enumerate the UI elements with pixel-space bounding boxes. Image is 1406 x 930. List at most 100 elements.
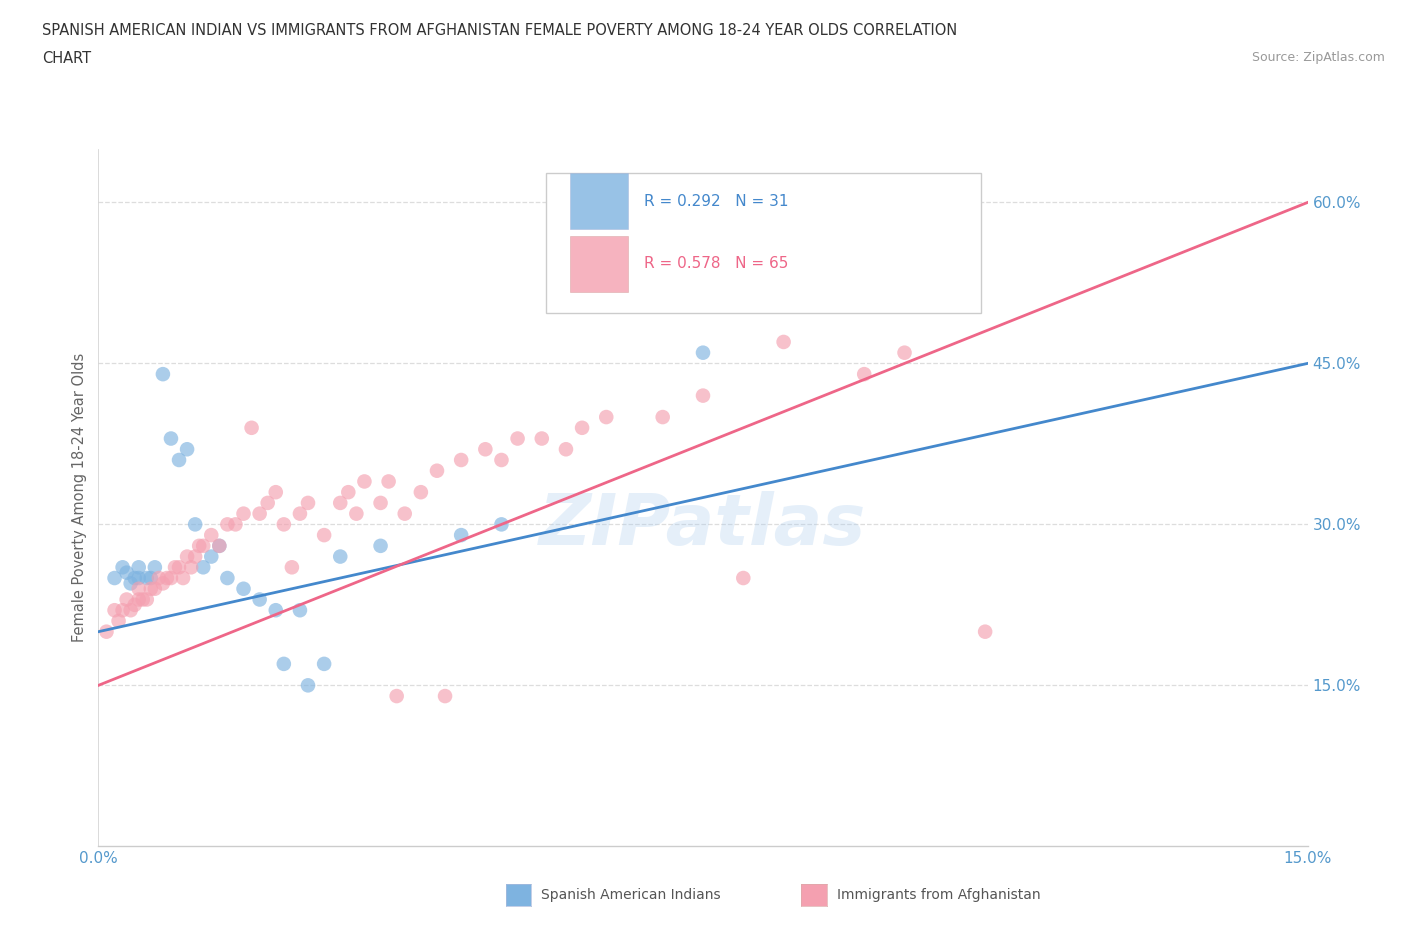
Point	[329, 549, 352, 564]
Point	[344, 506, 367, 521]
Point	[128, 581, 150, 596]
Point	[450, 527, 472, 542]
Point	[132, 592, 155, 607]
Point	[530, 432, 553, 446]
Point	[281, 560, 304, 575]
Point	[772, 335, 794, 350]
Point	[974, 624, 997, 639]
Point	[160, 571, 183, 586]
Text: R = 0.292   N = 31: R = 0.292 N = 31	[644, 193, 789, 208]
Point	[135, 592, 157, 607]
Text: Immigrants from Afghanistan: Immigrants from Afghanistan	[837, 887, 1040, 902]
FancyBboxPatch shape	[569, 236, 628, 292]
Text: CHART: CHART	[42, 51, 91, 66]
Y-axis label: Female Poverty Among 18-24 Year Olds: Female Poverty Among 18-24 Year Olds	[72, 352, 87, 643]
Text: ZIPatlas: ZIPatlas	[540, 491, 866, 560]
Point	[208, 538, 231, 553]
Point	[329, 496, 352, 511]
Point	[314, 657, 336, 671]
Point	[893, 345, 915, 360]
Point	[249, 592, 271, 607]
Point	[128, 571, 150, 586]
Point	[491, 517, 513, 532]
Point	[491, 453, 513, 468]
Point	[172, 571, 194, 586]
Point	[120, 576, 142, 591]
Point	[217, 571, 239, 586]
Point	[288, 603, 311, 618]
Point	[224, 517, 246, 532]
Point	[385, 688, 408, 703]
Point	[217, 517, 239, 532]
Point	[240, 420, 263, 435]
Text: SPANISH AMERICAN INDIAN VS IMMIGRANTS FROM AFGHANISTAN FEMALE POVERTY AMONG 18-2: SPANISH AMERICAN INDIAN VS IMMIGRANTS FR…	[42, 23, 957, 38]
Point	[232, 581, 254, 596]
Point	[555, 442, 578, 457]
Point	[297, 496, 319, 511]
Point	[120, 603, 142, 618]
Point	[128, 592, 150, 607]
Point	[337, 485, 360, 499]
Point	[200, 549, 222, 564]
Point	[474, 442, 496, 457]
Point	[124, 571, 146, 586]
Point	[450, 453, 472, 468]
Point	[264, 603, 287, 618]
Point	[264, 485, 287, 499]
Point	[107, 614, 129, 629]
Point	[115, 592, 138, 607]
Point	[103, 571, 125, 586]
Point	[193, 538, 215, 553]
Point	[692, 345, 714, 360]
Point	[135, 571, 157, 586]
Point	[124, 597, 146, 612]
Point	[273, 657, 295, 671]
Point	[139, 581, 162, 596]
Point	[506, 432, 529, 446]
Point	[139, 571, 162, 586]
Point	[297, 678, 319, 693]
Point	[180, 560, 202, 575]
FancyBboxPatch shape	[546, 173, 981, 312]
Point	[115, 565, 138, 580]
Point	[208, 538, 231, 553]
Text: Spanish American Indians: Spanish American Indians	[541, 887, 721, 902]
Point	[370, 538, 392, 553]
Point	[651, 409, 673, 424]
Point	[143, 581, 166, 596]
Point	[426, 463, 449, 478]
Point	[273, 517, 295, 532]
Point	[853, 366, 876, 381]
Point	[167, 560, 190, 575]
Point	[167, 453, 190, 468]
Point	[394, 506, 416, 521]
Point	[370, 496, 392, 511]
Point	[152, 366, 174, 381]
Point	[111, 603, 134, 618]
Point	[249, 506, 271, 521]
Point	[188, 538, 211, 553]
Point	[377, 474, 399, 489]
Text: R = 0.578   N = 65: R = 0.578 N = 65	[644, 257, 789, 272]
Point	[156, 571, 179, 586]
Point	[232, 506, 254, 521]
Point	[434, 688, 457, 703]
Point	[571, 420, 593, 435]
Point	[595, 409, 617, 424]
Point	[288, 506, 311, 521]
Point	[200, 527, 222, 542]
Point	[163, 560, 186, 575]
Point	[96, 624, 118, 639]
Point	[409, 485, 432, 499]
Point	[176, 549, 198, 564]
Point	[111, 560, 134, 575]
Point	[184, 549, 207, 564]
Point	[128, 560, 150, 575]
FancyBboxPatch shape	[569, 173, 628, 229]
Point	[103, 603, 125, 618]
Point	[256, 496, 278, 511]
Point	[148, 571, 170, 586]
Point	[692, 388, 714, 403]
Point	[152, 576, 174, 591]
Point	[176, 442, 198, 457]
